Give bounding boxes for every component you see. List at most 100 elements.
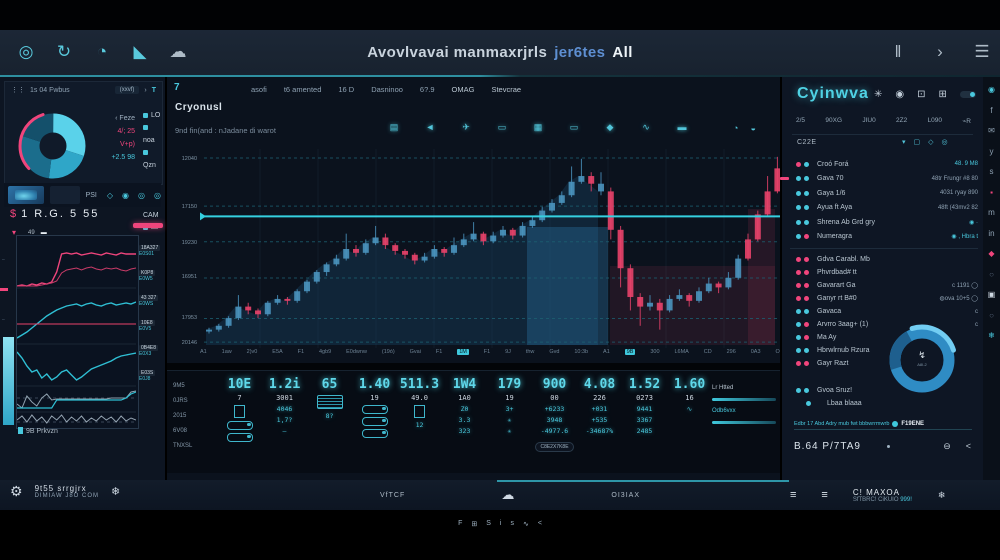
section-icon[interactable]: ◎ [941, 139, 948, 146]
stat-pill-shape[interactable] [361, 429, 388, 438]
social-icon-3[interactable]: i [499, 520, 502, 527]
watchlist-row[interactable]: Gayr Razt [790, 357, 978, 370]
strip-icon-8[interactable]: ◆ [988, 249, 995, 258]
loop-icon[interactable]: ⊖ [943, 441, 952, 451]
stat-stack-shape[interactable] [316, 395, 343, 409]
panel-badge[interactable]: (xxvf) [114, 86, 140, 94]
tab-icon[interactable]: ◎ [154, 190, 161, 200]
diamond-icon[interactable]: ◆ [606, 121, 614, 132]
tab-label[interactable]: PSI [85, 191, 97, 199]
watchlist-tab-4[interactable]: L090 [927, 117, 943, 124]
wave-icon[interactable]: ∿ [642, 121, 650, 132]
social-icon-0[interactable]: F [458, 520, 463, 527]
tab-icon[interactable]: ◎ [138, 190, 146, 200]
grid-icon[interactable]: ▦ [533, 121, 543, 132]
stat-pill-shape[interactable] [361, 405, 388, 414]
hamburger-icon-1[interactable]: ≡ [790, 489, 797, 501]
watchlist-tab-3[interactable]: 2Z2 [896, 117, 908, 124]
plane-icon[interactable]: ✈ [462, 121, 470, 132]
panel-t-button[interactable]: T [151, 86, 156, 94]
watchlist-row[interactable]: Lbaa blaaa [790, 397, 978, 410]
watchlist-row[interactable]: Hbrwlrnub Rzura [790, 344, 978, 357]
strip-icon-1[interactable]: f [990, 105, 993, 115]
apps-icon[interactable]: ⊞ [938, 89, 947, 100]
legend-item[interactable]: Qzn [143, 148, 162, 173]
strip-icon-7[interactable]: in [988, 228, 995, 238]
strip-icon-10[interactable]: ▣ [987, 290, 996, 299]
candlestick-chart[interactable] [200, 149, 781, 348]
watchlist-tab-5[interactable]: ⌁R [962, 118, 971, 125]
watchlist-row[interactable]: Phvrdbad# tt [790, 266, 978, 279]
chevron-right-icon[interactable]: › [937, 42, 943, 61]
strip-icon-5[interactable]: ▪ [990, 187, 993, 197]
social-icon-6[interactable]: < [537, 520, 542, 527]
theme-toggle[interactable] [959, 91, 976, 98]
send-icon[interactable]: ◄ [425, 122, 435, 132]
footer-right-icon[interactable]: ❄ [937, 489, 946, 500]
watchlist-row[interactable]: Numeragra ◉ , Hbra t [790, 230, 978, 245]
watchlist-row[interactable]: Gvoa Sruz! [790, 384, 978, 397]
menu-item-3[interactable]: Dasninoo [371, 84, 403, 94]
watchlist-row[interactable]: Ma Ay [790, 331, 978, 344]
clock-icon[interactable]: ◔ [96, 42, 108, 61]
copy-icon[interactable]: ⊡ [917, 89, 926, 100]
alert-badge[interactable] [133, 223, 163, 228]
section-icon[interactable]: ▾ [902, 139, 906, 146]
stat-sq-shape[interactable] [414, 405, 425, 418]
legend-item[interactable]: LO [143, 110, 162, 123]
stat-pill-shape[interactable] [226, 421, 253, 430]
flower-icon[interactable]: ✳ [874, 89, 883, 100]
strip-icon-2[interactable]: ✉ [988, 126, 995, 135]
watchlist-row[interactable]: Gava 70 48tr Frungr #8 80 [780, 172, 978, 187]
watchlist-row[interactable]: Arvrro 3aag+ (1) c [790, 318, 978, 331]
stat-pill-shape[interactable] [361, 417, 388, 426]
menu-item-4[interactable]: 6?.9 [419, 84, 435, 94]
tab-icon[interactable]: ◉ [122, 190, 130, 200]
menu-item-2[interactable]: 16 D [338, 84, 355, 94]
strip-icon-4[interactable]: s [989, 167, 994, 176]
back-icon[interactable]: < [965, 441, 972, 451]
strip-icon-12[interactable]: ❄ [988, 331, 995, 340]
menu-item-6[interactable]: Stevcrae [491, 84, 522, 94]
menu-glyph[interactable]: 7 [174, 82, 180, 93]
half-icon[interactable]: ◒ [750, 123, 756, 133]
watchlist-tab-2[interactable]: JIU0 [862, 117, 876, 124]
menu-item-5[interactable]: OMAG [451, 84, 475, 94]
list-icon[interactable]: ▤ [389, 121, 399, 132]
strip-icon-0[interactable]: ◉ [988, 85, 995, 94]
strip-icon-11[interactable]: ○ [989, 310, 994, 320]
chart-thumbnail-tab[interactable] [8, 186, 44, 204]
columns-icon[interactable]: ‖ [894, 42, 902, 61]
section-icon[interactable]: ▢ [913, 139, 921, 146]
gear-icon[interactable]: ⚙ [10, 483, 23, 499]
frame-icon[interactable]: ▭ [497, 121, 507, 132]
panel-more-icon[interactable]: › [144, 86, 147, 94]
section-icon[interactable]: ◇ [928, 139, 934, 146]
watchlist-row[interactable]: Gavarart Ga c 1191 ◯ [790, 279, 978, 292]
pie-icon[interactable]: ◔ [733, 123, 739, 133]
stat-sq-shape[interactable] [234, 405, 245, 418]
social-icon-1[interactable]: ⊞ [471, 521, 478, 528]
refresh-icon[interactable]: ↻ [56, 42, 72, 61]
social-icon-2[interactable]: S [486, 520, 491, 527]
strip-icon-6[interactable]: m [988, 208, 995, 217]
legend-item[interactable]: noa [143, 123, 162, 148]
watchlist-row[interactable]: Ayua ft Aya 48ft (43mv2 82 [790, 201, 978, 216]
watchlist-row[interactable]: Gdva Carabl. Mb [790, 253, 978, 266]
footer-link-left[interactable]: VfTCF [380, 491, 406, 499]
watchlist-row[interactable]: Gavaca c [790, 305, 978, 318]
tab-icon[interactable]: ◇ [106, 190, 114, 200]
strip-icon-3[interactable]: y [989, 146, 994, 156]
hamburger-icon-2[interactable]: ≡ [821, 489, 828, 501]
info-icon[interactable]: ◉ [895, 89, 905, 100]
flag-icon[interactable]: ◣ [133, 42, 147, 61]
menu-item-0[interactable]: asofi [251, 84, 267, 94]
strip-icon-9[interactable]: ○ [989, 269, 994, 279]
watchlist-tab-0[interactable]: 2/5 [796, 117, 806, 124]
minus-icon[interactable]: ▬ [677, 122, 687, 132]
empty-tab[interactable] [49, 186, 80, 204]
cloud-icon[interactable]: ☁ [169, 42, 187, 61]
target-icon[interactable]: ◎ [18, 42, 34, 61]
card-icon[interactable]: ▭ [569, 121, 579, 132]
footer-link-right[interactable]: OI3IAX [611, 491, 640, 499]
